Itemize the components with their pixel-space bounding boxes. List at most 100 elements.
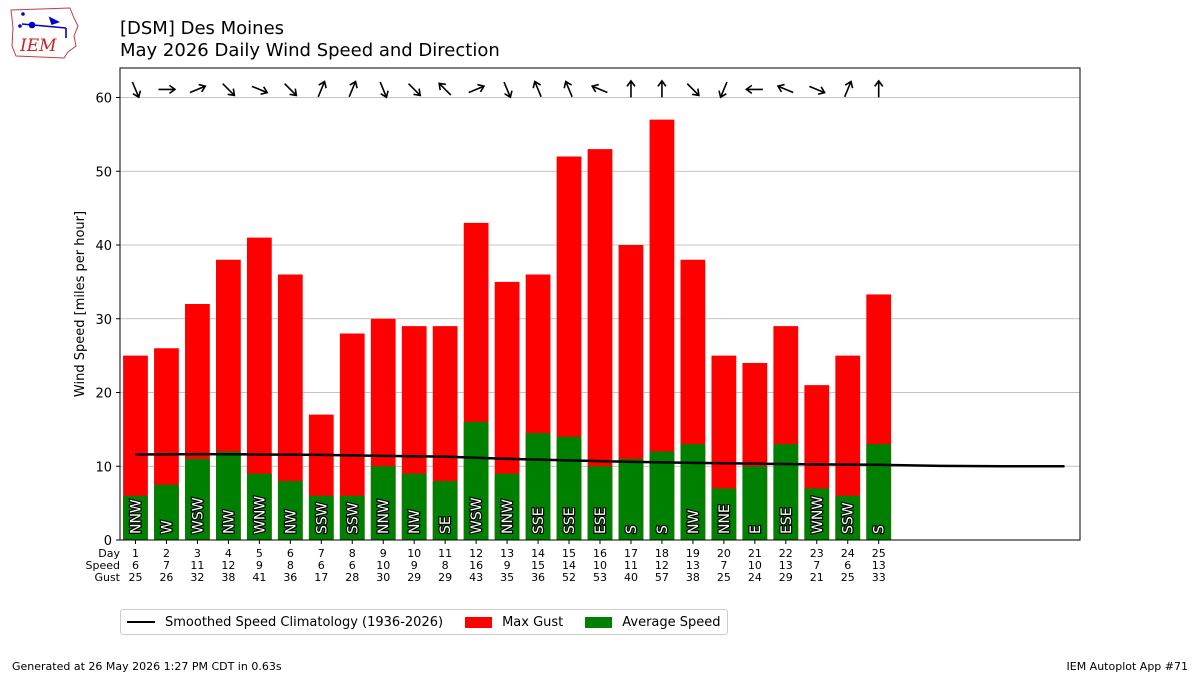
day-label: 25 — [872, 547, 886, 560]
wind-arrow — [532, 80, 542, 98]
arrow-shaft — [468, 85, 484, 94]
arrow-head — [504, 90, 513, 99]
speed-bar — [308, 495, 334, 540]
chart-title: [DSM] Des Moines — [120, 18, 285, 39]
wind-arrow — [843, 80, 854, 98]
gust-label: 36 — [283, 571, 297, 584]
legend-label: Max Gust — [502, 614, 564, 630]
gust-label: 41 — [252, 571, 266, 584]
wind-arrow — [563, 80, 573, 98]
gust-label: 24 — [748, 571, 762, 584]
direction-label: NNW — [376, 499, 392, 534]
gust-label: 35 — [500, 571, 514, 584]
speed-bar — [711, 488, 737, 540]
direction-label: SSW — [314, 502, 330, 534]
speed-label: 9 — [256, 559, 263, 572]
wind-arrow — [131, 81, 142, 99]
gust-label: 36 — [531, 571, 545, 584]
arrow-shaft — [720, 81, 728, 98]
speed-bar — [246, 473, 272, 540]
day-label: 14 — [531, 547, 545, 560]
gust-label: 57 — [655, 571, 669, 584]
speed-bar — [463, 422, 489, 540]
direction-label: SSW — [841, 502, 857, 534]
wind-arrow — [348, 80, 358, 98]
direction-label: WSW — [469, 497, 485, 534]
day-label: 4 — [225, 547, 232, 560]
speed-label: 15 — [531, 559, 545, 572]
direction-label: S — [624, 525, 640, 534]
arrow-shaft — [686, 83, 700, 96]
legend: Smoothed Speed Climatology (1936-2026) M… — [120, 609, 728, 635]
legend-swatch-green — [585, 616, 613, 628]
arrow-head — [776, 83, 785, 93]
gust-label: 32 — [190, 571, 204, 584]
direction-label: ESE — [779, 507, 795, 534]
day-label: 9 — [380, 547, 387, 560]
arrow-shaft — [189, 85, 206, 94]
arrow-head — [380, 90, 389, 99]
day-label: 20 — [717, 547, 731, 560]
day-label: 24 — [841, 547, 855, 560]
gust-label: 43 — [469, 571, 483, 584]
wind-arrow — [657, 79, 667, 98]
wind-arrow — [251, 85, 269, 96]
speed-bar — [835, 495, 861, 540]
direction-label: SSE — [562, 507, 578, 534]
arrow-shaft — [438, 83, 452, 96]
arrow-head — [318, 80, 327, 89]
table-row-header: Gust — [94, 571, 120, 584]
arrow-head — [532, 80, 542, 89]
legend-item-max-gust: Max Gust — [465, 615, 563, 630]
speed-label: 7 — [813, 559, 820, 572]
speed-bar — [123, 495, 148, 540]
speed-label: 6 — [318, 559, 325, 572]
speed-label: 10 — [593, 559, 607, 572]
wind-arrow — [874, 79, 884, 98]
direction-label: E — [748, 525, 764, 534]
generated-note: Generated at 26 May 2026 1:27 PM CDT in … — [12, 660, 282, 673]
direction-label: ESE — [593, 507, 609, 534]
y-tick-label: 60 — [95, 92, 112, 107]
direction-label: NNW — [128, 499, 144, 534]
arrow-head — [168, 84, 177, 95]
speed-label: 11 — [624, 559, 638, 572]
y-tick-label: 50 — [95, 165, 112, 180]
y-axis-label: Wind Speed [miles per hour] — [73, 211, 88, 397]
gust-label: 52 — [562, 571, 576, 584]
wind-arrow — [718, 81, 728, 99]
wind-arrow — [158, 84, 177, 95]
speed-label: 9 — [504, 559, 511, 572]
gust-label: 53 — [593, 571, 607, 584]
wind-arrow — [744, 84, 763, 95]
speed-label: 7 — [720, 559, 727, 572]
arrow-head — [692, 88, 700, 97]
arrow-head — [590, 83, 599, 93]
direction-label: WNW — [252, 496, 268, 534]
arrow-head — [260, 86, 269, 96]
wind-arrow — [222, 83, 236, 97]
table-row-header: Day — [98, 547, 120, 560]
y-tick-label: 20 — [95, 387, 112, 402]
gust-label: 25 — [841, 571, 855, 584]
day-label: 12 — [469, 547, 483, 560]
legend-item-climatology: Smoothed Speed Climatology (1936-2026) — [127, 615, 443, 630]
day-label: 11 — [438, 547, 452, 560]
direction-label: NNE — [717, 504, 733, 534]
gust-label: 38 — [686, 571, 700, 584]
iem-logo: IEM — [10, 7, 79, 59]
wind-arrow — [626, 79, 636, 98]
gust-label: 29 — [779, 571, 793, 584]
speed-bar — [494, 473, 520, 540]
arrow-shaft — [317, 81, 326, 98]
speed-bar — [432, 481, 458, 540]
gust-label: 21 — [810, 571, 824, 584]
arrow-shaft — [565, 81, 573, 98]
speed-label: 10 — [376, 559, 390, 572]
speed-bar — [680, 444, 706, 540]
direction-label: NW — [221, 510, 237, 534]
arrow-shaft — [131, 81, 140, 98]
direction-label: WNW — [810, 496, 826, 534]
speed-label: 11 — [190, 559, 204, 572]
arrow-shaft — [778, 85, 794, 94]
